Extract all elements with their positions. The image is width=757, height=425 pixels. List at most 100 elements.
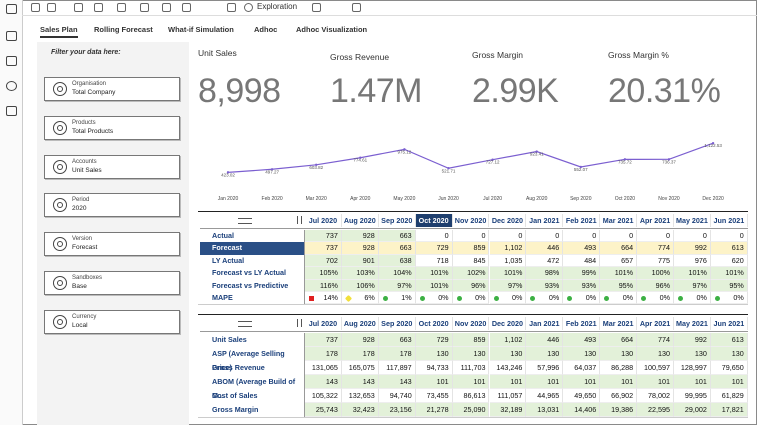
tool-icon[interactable] xyxy=(182,3,191,12)
tool-icon[interactable] xyxy=(94,3,103,12)
cell: 130 xyxy=(526,347,564,361)
column-header: Jul 2020 xyxy=(305,317,342,330)
database-icon[interactable] xyxy=(6,106,17,116)
filter-icon xyxy=(53,314,67,329)
header-handle[interactable] xyxy=(238,321,252,327)
cell: 99% xyxy=(563,267,601,280)
home-icon[interactable] xyxy=(6,4,17,14)
tool-icon[interactable] xyxy=(74,3,83,12)
filter-icon xyxy=(53,276,67,290)
point xyxy=(623,158,627,161)
header-split[interactable] xyxy=(297,319,302,327)
cell: 143 xyxy=(378,375,416,389)
cell: 143,246 xyxy=(489,361,527,375)
tab[interactable]: Adhoc xyxy=(254,25,278,34)
cell: 32,423 xyxy=(341,403,379,417)
tool-icon[interactable] xyxy=(140,3,149,12)
cell: 0 xyxy=(674,230,711,243)
cell: 493 xyxy=(563,333,601,347)
filter-label: Sandboxes xyxy=(72,275,103,281)
kpi-label: Gross Margin xyxy=(472,50,524,60)
filter-label: Products xyxy=(72,119,96,126)
data-label: 603.82 xyxy=(309,165,323,170)
point xyxy=(315,163,318,167)
filter-box[interactable]: Period 2020 xyxy=(44,193,180,218)
cell: 97% xyxy=(489,279,527,292)
cell: 0 xyxy=(526,230,564,243)
cell: 0% xyxy=(415,292,453,305)
cell: 101 xyxy=(489,375,527,389)
column-header: Feb 2021 xyxy=(563,214,601,227)
tab[interactable]: Adhoc Visualization xyxy=(296,25,368,34)
kpi-label: Gross Margin % xyxy=(608,50,669,60)
cell: 96% xyxy=(637,279,674,292)
cell: 101% xyxy=(489,267,527,280)
x-tick-label: Jul 2020 xyxy=(483,196,502,202)
cell: 472 xyxy=(526,254,564,268)
status-marker xyxy=(714,295,720,301)
cell: 0% xyxy=(674,292,711,305)
tool-icon[interactable] xyxy=(352,3,361,12)
filter-value: Unit Sales xyxy=(72,166,102,174)
filter-box[interactable]: Version Forecast xyxy=(44,232,180,257)
cell: 101 xyxy=(526,375,564,389)
tool-icon[interactable] xyxy=(227,3,236,12)
header-handle[interactable] xyxy=(238,218,252,224)
folder-icon[interactable] xyxy=(6,56,17,66)
cell: 21,278 xyxy=(415,403,453,417)
cell: 105% xyxy=(305,267,342,280)
cell: 613 xyxy=(710,333,748,347)
filter-box[interactable]: Products Total Products xyxy=(44,115,180,140)
filter-value: 2020 xyxy=(72,205,87,213)
tool-icon[interactable] xyxy=(162,3,171,12)
cell: 19,386 xyxy=(600,403,638,417)
tab[interactable]: Sales Plan xyxy=(40,25,78,38)
filter-box[interactable]: Organisation Total Company xyxy=(44,77,180,101)
data-label: 735.72 xyxy=(618,159,632,164)
cell: 737 xyxy=(305,242,342,255)
cell: 0 xyxy=(415,230,453,243)
status-marker xyxy=(530,295,536,301)
line xyxy=(227,142,714,173)
filter-icon xyxy=(53,159,67,174)
tab[interactable]: Rolling Forecast xyxy=(94,25,153,34)
view-icon[interactable] xyxy=(244,3,253,12)
data-label: 497.27 xyxy=(265,169,279,174)
cell: 729 xyxy=(415,333,453,347)
tool-icon[interactable] xyxy=(31,3,40,12)
tool-icon[interactable] xyxy=(47,3,56,12)
cell: 61,829 xyxy=(710,389,748,403)
cell: 774 xyxy=(637,333,674,347)
cell: 100,597 xyxy=(637,361,674,375)
x-tick-label: Aug 2020 xyxy=(526,196,548,202)
cell: 0 xyxy=(563,230,601,243)
cell: 992 xyxy=(674,242,711,255)
cell: 0% xyxy=(526,292,564,305)
filter-icon xyxy=(53,120,67,135)
filter-box[interactable]: Accounts Unit Sales xyxy=(44,154,180,179)
column-header: Sep 2020 xyxy=(379,317,416,330)
x-tick-label: Mar 2020 xyxy=(306,196,327,202)
tab[interactable]: What-if Simulation xyxy=(168,25,234,34)
row-label: Gross Margin xyxy=(200,403,305,417)
users-icon[interactable] xyxy=(6,81,17,91)
tool-icon[interactable] xyxy=(117,3,126,12)
cell: 101 xyxy=(637,375,674,389)
view-name[interactable]: Exploration xyxy=(257,2,298,11)
status-marker xyxy=(419,295,425,301)
cell: 992 xyxy=(674,333,711,347)
status-marker xyxy=(382,295,388,301)
tool-icon[interactable] xyxy=(312,3,321,12)
cell: 101% xyxy=(674,267,711,280)
kpi-value: 2.99K xyxy=(472,72,559,110)
folder-user-icon[interactable] xyxy=(6,31,17,41)
cell: 165,075 xyxy=(341,361,379,375)
header-split[interactable] xyxy=(297,216,302,224)
cell: 143 xyxy=(341,375,379,389)
filter-icon xyxy=(53,198,67,213)
filter-box[interactable]: Sandboxes Base xyxy=(44,271,180,295)
point xyxy=(270,168,274,171)
cell: 101% xyxy=(600,267,638,280)
filter-box[interactable]: Currency Local xyxy=(44,309,180,334)
cell: 96% xyxy=(452,279,490,292)
